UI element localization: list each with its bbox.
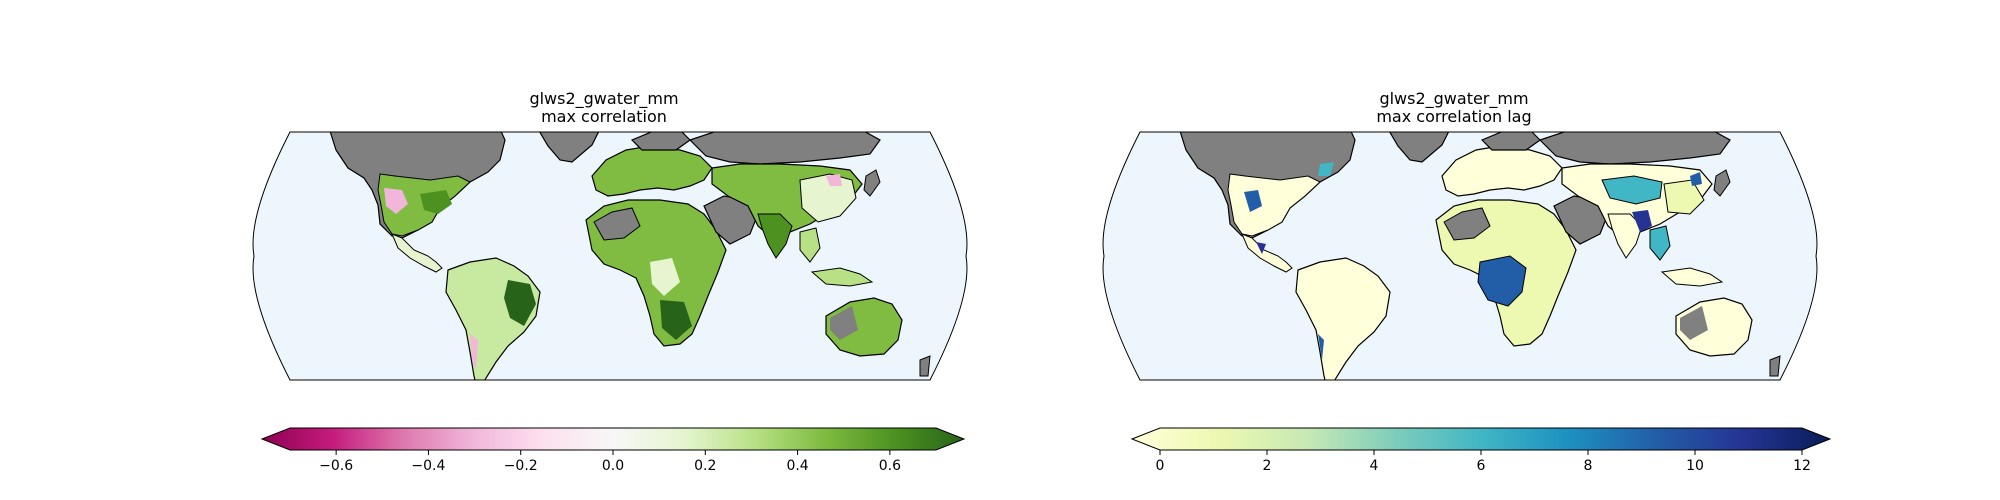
left-greenland bbox=[536, 132, 601, 163]
right-russia bbox=[1538, 132, 1731, 165]
right-korea-blue bbox=[1690, 172, 1702, 186]
left-land-layer bbox=[329, 132, 931, 380]
right-japan bbox=[1713, 169, 1731, 197]
right-south-america bbox=[1295, 257, 1391, 380]
left-colorbar: −0.6 −0.4 −0.2 0.0 0.2 0.4 0.6 bbox=[260, 427, 966, 474]
right-land-layer bbox=[1179, 132, 1781, 380]
left-map-title: glws2_gwater_mm max correlation bbox=[452, 90, 756, 126]
left-usa-darkgreen bbox=[420, 190, 452, 214]
left-map-outline bbox=[252, 131, 968, 381]
left-sahara-gray bbox=[593, 207, 641, 241]
colorbar-tick-label: 0.2 bbox=[694, 458, 716, 474]
left-new-zealand bbox=[919, 355, 931, 377]
right-europe bbox=[1441, 145, 1563, 197]
right-usa-blue bbox=[1244, 190, 1262, 212]
right-mexico-blue bbox=[1256, 242, 1266, 254]
left-argentina-pink bbox=[470, 334, 478, 370]
left-se-asia bbox=[799, 227, 821, 263]
right-indonesia bbox=[1660, 267, 1724, 287]
right-bangladesh-navy bbox=[1632, 210, 1652, 232]
right-colorbar: 0 2 4 6 8 10 12 bbox=[1130, 427, 1832, 474]
right-sa-blue bbox=[1318, 334, 1324, 360]
right-colorbar-body bbox=[1130, 427, 1832, 451]
colorbar-tick-label: 4 bbox=[1370, 458, 1379, 474]
colorbar-tick-label: 12 bbox=[1793, 458, 1811, 474]
colorbar-tick-label: −0.6 bbox=[319, 458, 353, 474]
right-tibet-blue bbox=[1601, 175, 1663, 205]
left-brazil-dark bbox=[504, 280, 536, 326]
left-africa-dark bbox=[660, 300, 692, 340]
left-colorbar-ticks: −0.6 −0.4 −0.2 0.0 0.2 0.4 0.6 bbox=[319, 450, 901, 474]
left-colorbar-body bbox=[260, 427, 966, 451]
left-europe bbox=[591, 145, 713, 197]
right-map bbox=[1102, 131, 1818, 381]
left-australia-gray bbox=[830, 306, 858, 340]
right-map-outline bbox=[1102, 131, 1818, 381]
colorbar-tick-label: 0.4 bbox=[786, 458, 808, 474]
left-indonesia bbox=[810, 267, 874, 287]
right-se-asia bbox=[1649, 225, 1671, 261]
right-usa bbox=[1227, 173, 1321, 237]
colorbar-tick-label: 2 bbox=[1263, 458, 1272, 474]
colorbar-tick-label: 6 bbox=[1477, 458, 1486, 474]
colorbar-tick-label: 8 bbox=[1584, 458, 1593, 474]
right-scandinavia bbox=[1480, 132, 1541, 151]
right-new-zealand bbox=[1769, 355, 1781, 377]
right-colorbar-ticks: 0 2 4 6 8 10 12 bbox=[1156, 450, 1811, 474]
right-map-title: glws2_gwater_mm max correlation lag bbox=[1302, 90, 1606, 126]
colorbar-tick-label: 0.6 bbox=[879, 458, 901, 474]
left-japan bbox=[863, 169, 881, 197]
right-title-line2: max correlation lag bbox=[1376, 107, 1532, 126]
left-china-pink bbox=[826, 174, 842, 186]
colorbar-tick-label: −0.4 bbox=[411, 458, 445, 474]
left-scandinavia bbox=[630, 132, 691, 151]
left-africa-light bbox=[650, 258, 680, 296]
right-greenland bbox=[1386, 132, 1451, 163]
left-title-line2: max correlation bbox=[541, 107, 667, 126]
left-map bbox=[252, 131, 968, 381]
right-congo-blue bbox=[1477, 255, 1527, 307]
left-usa-pink bbox=[384, 188, 408, 214]
colorbar-tick-label: 0.0 bbox=[602, 458, 624, 474]
right-title-line1: glws2_gwater_mm bbox=[1379, 89, 1529, 108]
right-sahara-gray bbox=[1443, 207, 1491, 241]
right-china-east bbox=[1663, 179, 1705, 215]
left-india bbox=[757, 213, 793, 259]
right-usa-east-blue bbox=[1318, 162, 1334, 176]
right-australia-gray bbox=[1680, 306, 1708, 340]
left-title-line1: glws2_gwater_mm bbox=[529, 89, 679, 108]
left-russia bbox=[688, 132, 881, 165]
right-india bbox=[1607, 213, 1643, 259]
colorbar-tick-label: 0 bbox=[1156, 458, 1165, 474]
colorbar-tick-label: −0.2 bbox=[504, 458, 538, 474]
left-mexico bbox=[391, 233, 443, 273]
colorbar-tick-label: 10 bbox=[1686, 458, 1704, 474]
